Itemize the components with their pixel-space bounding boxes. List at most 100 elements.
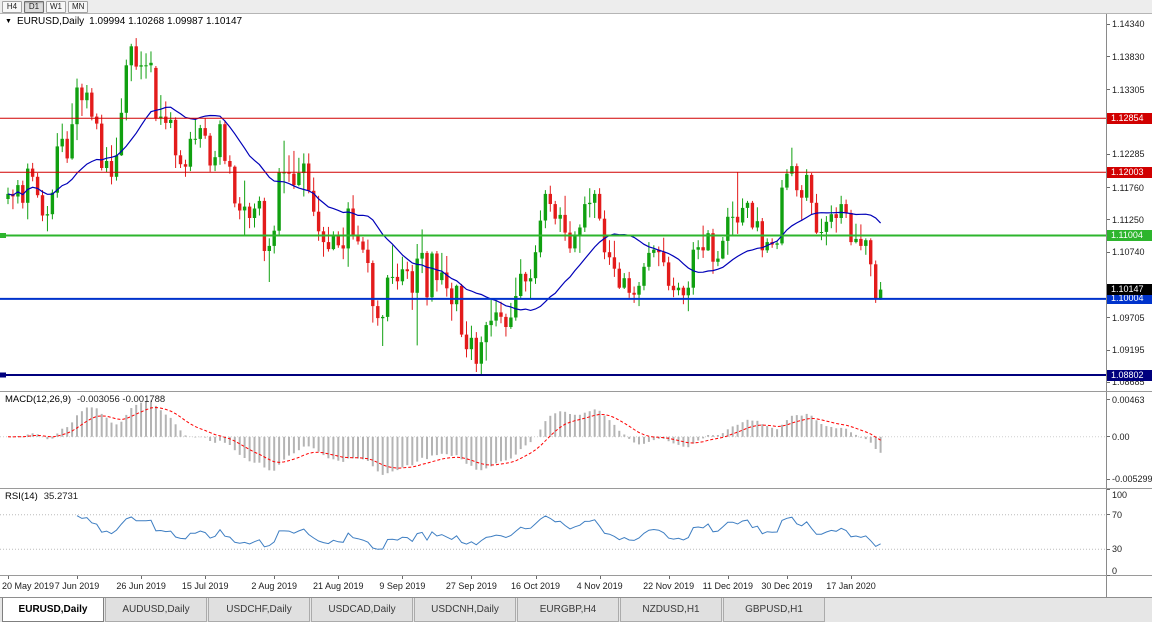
- candle-bearish: [65, 131, 69, 163]
- rsi-axis-tick: [1107, 488, 1110, 490]
- tab-eurusd-daily[interactable]: EURUSD,Daily: [2, 598, 104, 622]
- time-axis-label: 17 Jan 2020: [826, 581, 876, 591]
- candle-bullish: [854, 223, 858, 244]
- candle-bullish: [55, 133, 59, 198]
- candle-bearish: [233, 165, 237, 208]
- time-axis-tick: [851, 576, 852, 579]
- candle-bullish: [878, 282, 883, 300]
- moving-average-line[interactable]: [7, 106, 882, 312]
- level-anchor[interactable]: [0, 233, 6, 238]
- price-axis-label: 1.11250: [1112, 214, 1144, 225]
- macd-pane[interactable]: MACD(12,26,9) -0.003056 -0.001788 0.0046…: [0, 392, 1152, 489]
- candle-bearish: [464, 321, 469, 358]
- candle-bullish: [272, 225, 276, 254]
- candle-bullish: [726, 207, 730, 255]
- candle-bearish: [11, 189, 15, 210]
- timeframe-h4-button[interactable]: H4: [2, 0, 22, 13]
- tab-usdcad-daily[interactable]: USDCAD,Daily: [311, 598, 413, 622]
- candle-bullish: [119, 98, 124, 156]
- price-axis: 1.14340 1.13830 1.13305 1.12285 1.11760 1.112…: [1106, 14, 1152, 391]
- candle-bearish: [523, 271, 528, 292]
- timeframe-mn-button[interactable]: MN: [68, 0, 89, 13]
- candle-bullish: [479, 336, 483, 376]
- tab-nzdusd-h1[interactable]: NZDUSD,H1: [620, 598, 722, 622]
- candle-bearish: [632, 286, 636, 303]
- time-axis-label: 20 May 2019: [2, 581, 55, 591]
- rsi-axis-tick: [1107, 548, 1110, 550]
- timeframe-toolbar: H4 D1 W1 MN: [0, 0, 1152, 14]
- candle-bearish: [459, 283, 464, 338]
- candle-bearish: [844, 199, 848, 218]
- time-axis-tick: [8, 576, 9, 579]
- time-axis-label: 21 Aug 2019: [313, 581, 364, 591]
- candle-bearish: [208, 133, 212, 172]
- candle-bearish: [307, 153, 311, 194]
- tab-label: EURUSD,Daily: [18, 604, 88, 615]
- time-axis-tick: [338, 576, 340, 579]
- price-axis-label: 1.13830: [1112, 51, 1145, 62]
- tab-gbpusd-h1[interactable]: GBPUSD,H1: [723, 598, 825, 622]
- tab-eurgbp-h4[interactable]: EURGBP,H4: [517, 598, 619, 622]
- tab-usdchf-daily[interactable]: USDCHF,Daily: [208, 598, 310, 622]
- tab-label: EURGBP,H4: [539, 604, 597, 615]
- rsi-axis-tick: [1107, 514, 1110, 516]
- symbol-period-label: EURUSD,Daily: [16, 16, 85, 27]
- candle-bullish: [415, 244, 419, 346]
- rsi-chart[interactable]: [0, 489, 1106, 575]
- rsi-label: RSI(14) 35.2731: [5, 491, 78, 502]
- tab-usdcnh-daily[interactable]: USDCNH,Daily: [414, 598, 516, 622]
- candle-bullish: [45, 206, 50, 232]
- candle-bearish: [164, 101, 168, 130]
- candle-bearish: [173, 117, 178, 168]
- candle-bullish: [70, 103, 74, 160]
- price-level-tag: 1.11004: [1107, 230, 1152, 241]
- candle-bearish: [366, 239, 370, 273]
- candle-bullish: [60, 123, 64, 153]
- candle-bullish: [755, 207, 760, 232]
- price-axis-label: 1.12285: [1112, 149, 1145, 160]
- macd-axis-label: 0.00: [1112, 431, 1130, 442]
- candle-bearish: [563, 195, 567, 241]
- tab-label: USDCNH,Daily: [431, 604, 499, 615]
- time-axis-label: 27 Sep 2019: [445, 581, 497, 591]
- candlestick-chart[interactable]: [0, 14, 1106, 391]
- rsi-pane[interactable]: RSI(14) 35.2731 100 70 30 0: [0, 488, 1152, 576]
- time-axis-label: 7 Jun 2019: [54, 581, 100, 591]
- candle-bullish: [494, 299, 498, 327]
- candle-bullish: [193, 118, 197, 145]
- time-axis-label: 4 Nov 2019: [576, 581, 623, 591]
- tab-label: USDCHF,Daily: [226, 604, 292, 615]
- candle-bearish: [666, 256, 671, 291]
- price-level-tag: 1.12854: [1107, 112, 1152, 124]
- candle-bullish: [144, 53, 148, 79]
- candle-bearish: [701, 225, 705, 258]
- level-anchor[interactable]: [0, 372, 6, 378]
- candle-bearish: [834, 207, 838, 233]
- candle-bearish: [228, 155, 232, 174]
- candle-bullish: [706, 230, 710, 251]
- timeframe-w1-button[interactable]: W1: [46, 0, 66, 13]
- candle-bearish: [405, 261, 409, 279]
- macd-axis-tick: [1107, 436, 1110, 438]
- candle-bullish: [489, 299, 493, 337]
- price-axis-tick: [1107, 187, 1110, 189]
- candle-bullish: [469, 325, 474, 360]
- macd-values: -0.003056 -0.001788: [77, 394, 166, 405]
- price-pane[interactable]: ▼ EURUSD,Daily 1.09994 1.10268 1.09987 1…: [0, 14, 1152, 392]
- candle-bearish: [203, 118, 207, 139]
- candle-bullish: [218, 120, 222, 165]
- ohlc-marker-icon: ▼: [5, 17, 12, 25]
- candle-bullish: [104, 147, 109, 173]
- candle-bullish: [139, 51, 143, 80]
- candle-bullish: [252, 203, 257, 228]
- rsi-line: [76, 515, 881, 550]
- candle-bullish: [642, 263, 646, 291]
- tab-audusd-daily[interactable]: AUDUSD,Daily: [105, 598, 207, 622]
- macd-chart[interactable]: [0, 392, 1106, 488]
- time-axis-label: 11 Dec 2019: [702, 581, 753, 591]
- candle-bearish: [612, 240, 617, 277]
- price-axis-tick: [1107, 317, 1110, 319]
- candle-bullish: [519, 259, 523, 298]
- candle-bearish: [371, 260, 375, 323]
- timeframe-d1-button[interactable]: D1: [24, 0, 44, 13]
